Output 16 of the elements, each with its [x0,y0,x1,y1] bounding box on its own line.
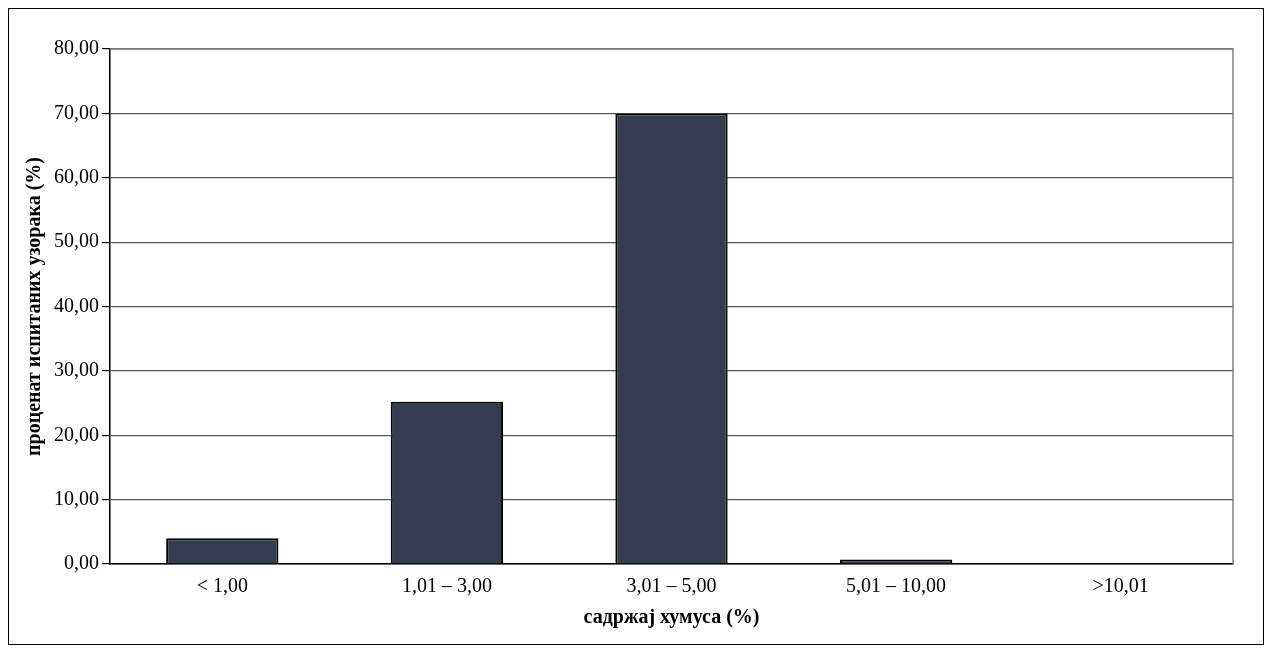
y-axis-title: проценат испитаних узорака (%) [22,156,46,457]
y-tick-label: 10,00 [54,486,99,509]
y-tick-label: 70,00 [54,100,99,123]
x-tick-label: 3,01 – 5,00 [626,574,717,597]
x-tick-label: >10,01 [1092,574,1149,597]
y-tick-label: 60,00 [54,165,99,187]
y-tick-label: 40,00 [54,293,99,316]
y-tick-label: 20,00 [54,422,99,445]
x-axis-title: садржај хумуса (%) [583,605,760,629]
x-tick-label: < 1,00 [196,574,248,597]
y-tick-label: 50,00 [54,229,99,252]
y-tick-label: 0,00 [64,551,99,574]
y-tick-label: 80,00 [54,36,99,59]
x-tick-label: 1,01 – 3,00 [401,574,492,597]
x-tick-label: 5,01 – 10,00 [846,574,947,597]
y-tick-label: 30,00 [54,358,99,381]
